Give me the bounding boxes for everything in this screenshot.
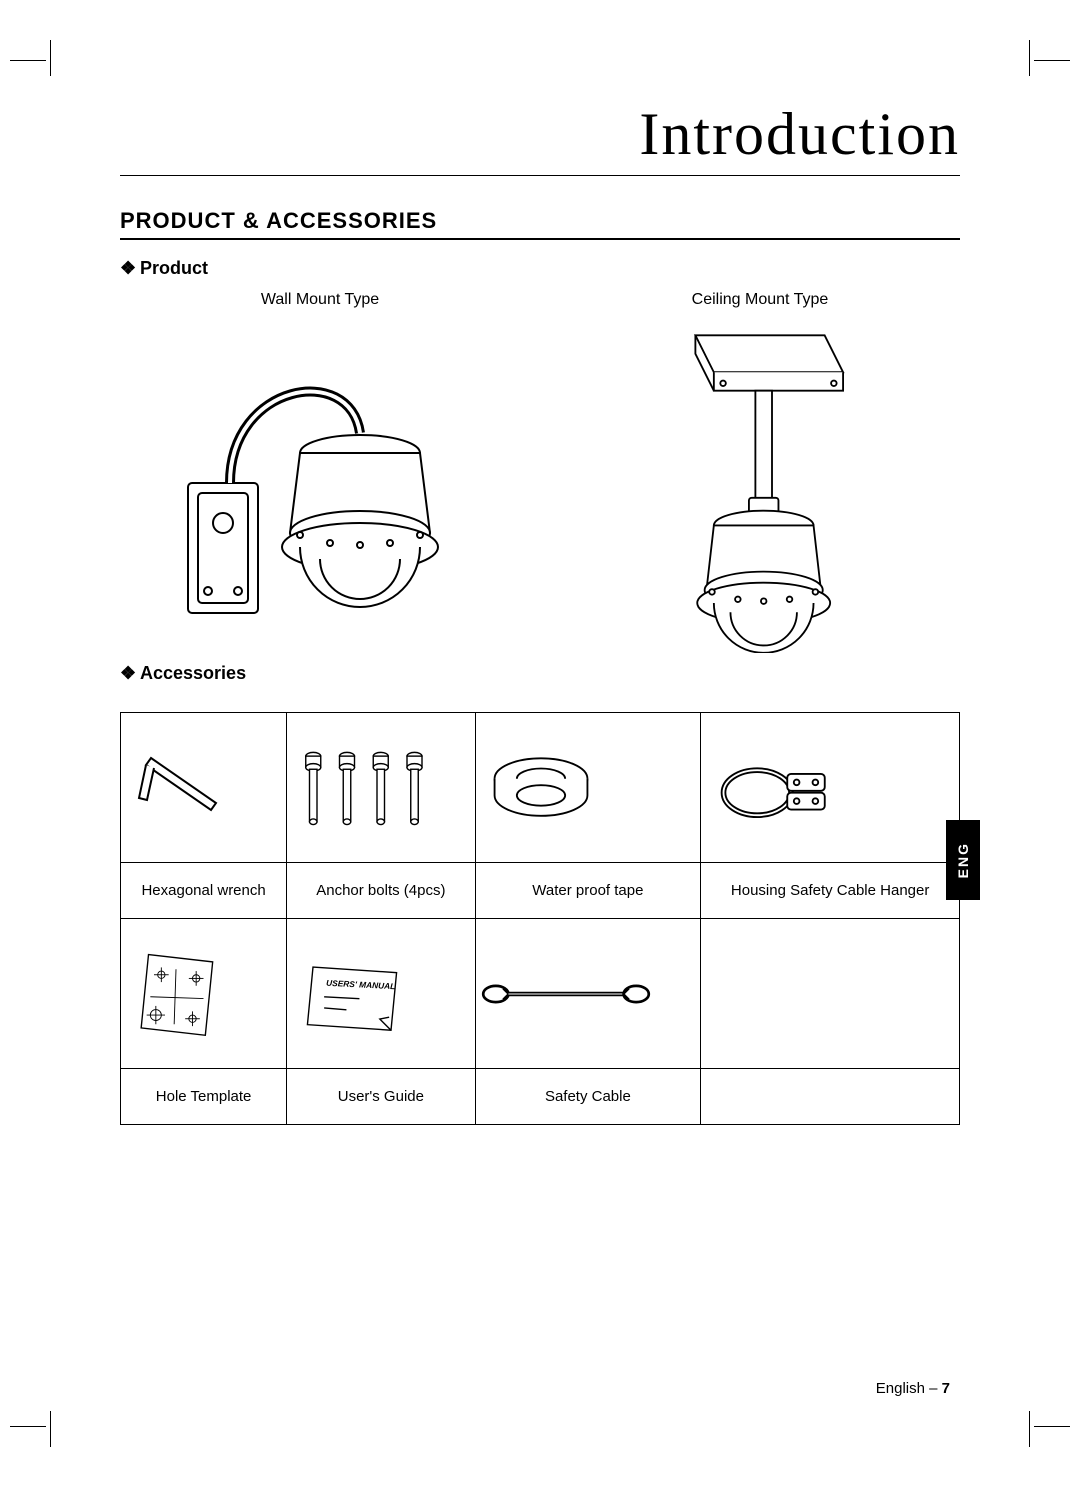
crop-mark bbox=[50, 40, 51, 76]
sub-product-heading: ❖ Product bbox=[120, 258, 960, 279]
acc-hex-wrench-image bbox=[121, 713, 287, 863]
bullet-icon: ❖ bbox=[120, 663, 134, 684]
product-ceiling-label: Ceiling Mount Type bbox=[560, 291, 960, 309]
acc-label: Safety Cable bbox=[475, 1069, 701, 1125]
acc-label: User's Guide bbox=[287, 1069, 475, 1125]
language-tab-label: ENG bbox=[955, 842, 971, 878]
page: Introduction PRODUCT & ACCESSORIES ❖ Prod… bbox=[0, 0, 1080, 1487]
acc-label: Water proof tape bbox=[475, 863, 701, 919]
section-title: PRODUCT & ACCESSORIES bbox=[120, 208, 960, 240]
acc-anchor-bolts-image bbox=[287, 713, 475, 863]
chapter-title: Introduction bbox=[120, 100, 960, 176]
acc-label: Housing Safety Cable Hanger bbox=[701, 863, 960, 919]
crop-mark bbox=[10, 1426, 46, 1427]
product-ceiling: Ceiling Mount Type bbox=[560, 291, 960, 653]
crop-mark bbox=[50, 1411, 51, 1447]
footer-page-number: 7 bbox=[942, 1380, 950, 1397]
sub-accessories-label: Accessories bbox=[140, 663, 246, 683]
acc-users-guide-image: USERS' MANUAL bbox=[287, 919, 475, 1069]
product-row: Wall Mount Type bbox=[120, 291, 960, 653]
acc-empty bbox=[701, 919, 960, 1069]
acc-waterproof-tape-image bbox=[475, 713, 701, 863]
product-wall: Wall Mount Type bbox=[120, 291, 520, 653]
product-wall-label: Wall Mount Type bbox=[120, 291, 520, 309]
footer-sep: – bbox=[925, 1380, 942, 1397]
crop-mark bbox=[1034, 60, 1070, 61]
product-wall-image bbox=[120, 313, 520, 653]
bullet-icon: ❖ bbox=[120, 258, 134, 279]
footer-lang: English bbox=[876, 1380, 925, 1397]
crop-mark bbox=[1029, 40, 1030, 76]
acc-hole-template-image bbox=[121, 919, 287, 1069]
page-footer: English – 7 bbox=[876, 1380, 950, 1397]
product-ceiling-image bbox=[560, 313, 960, 653]
acc-label bbox=[701, 1069, 960, 1125]
sub-accessories-heading: ❖ Accessories bbox=[120, 663, 960, 684]
language-tab: ENG bbox=[946, 820, 980, 900]
acc-label: Hole Template bbox=[121, 1069, 287, 1125]
crop-mark bbox=[10, 60, 46, 61]
acc-safety-cable-image bbox=[475, 919, 701, 1069]
sub-product-label: Product bbox=[140, 258, 208, 278]
accessories-table: Hexagonal wrench Anchor bolts (4pcs) Wat… bbox=[120, 712, 960, 1125]
acc-housing-hanger-image bbox=[701, 713, 960, 863]
acc-label: Hexagonal wrench bbox=[121, 863, 287, 919]
acc-label: Anchor bolts (4pcs) bbox=[287, 863, 475, 919]
crop-mark bbox=[1034, 1426, 1070, 1427]
crop-mark bbox=[1029, 1411, 1030, 1447]
